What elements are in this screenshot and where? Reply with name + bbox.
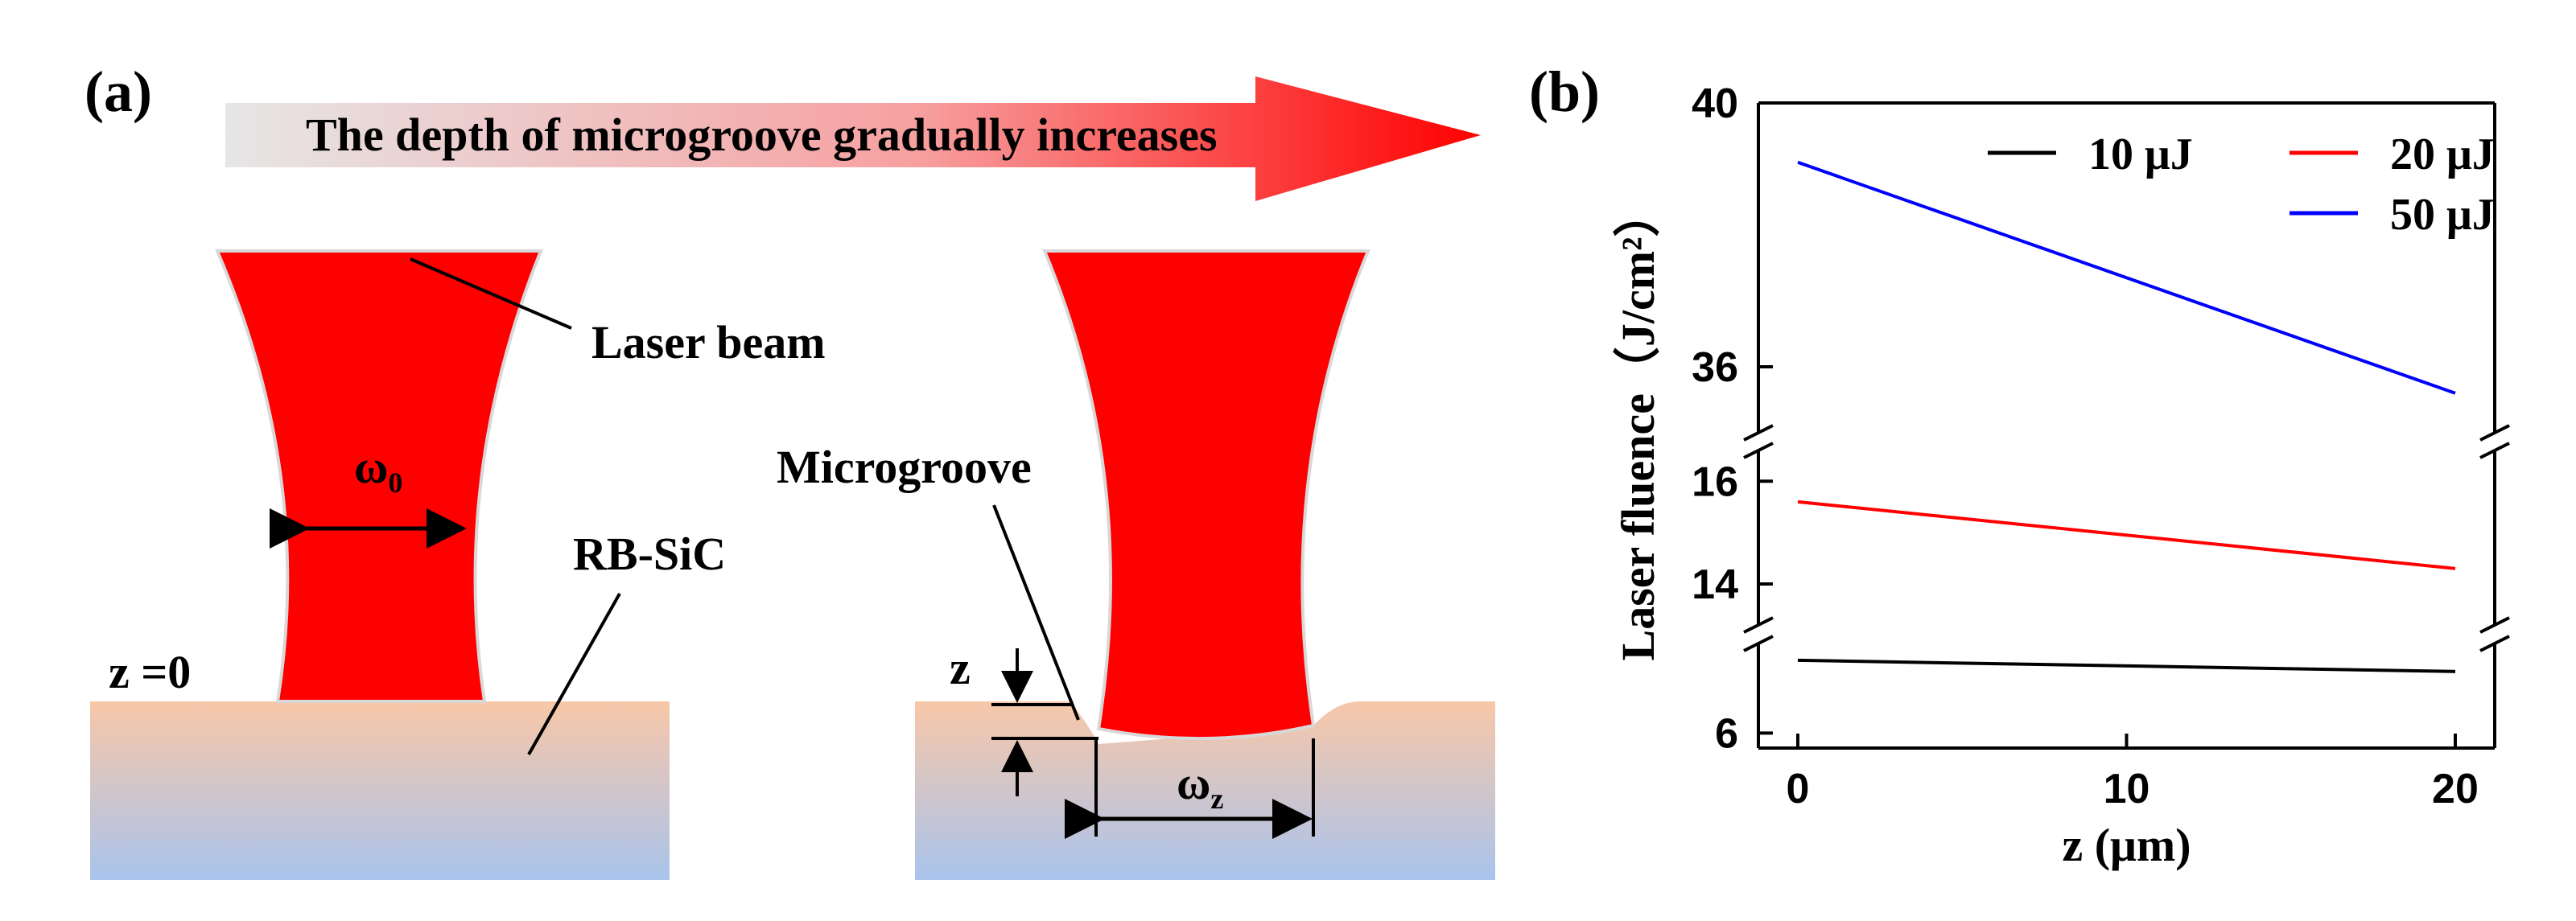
substrate-right <box>915 701 1495 880</box>
y-tick-label: 16 <box>1692 458 1738 505</box>
microgroove-label: Microgroove <box>777 441 1032 493</box>
axis-break-mark <box>2479 616 2510 634</box>
laser-beam-left <box>214 249 543 703</box>
z0-label: z =0 <box>109 646 191 698</box>
axis-break-mark <box>2479 442 2510 459</box>
legend-label: 10 μJ <box>2088 130 2193 179</box>
depth-arrow-text: The depth of microgroove gradually incre… <box>306 109 1218 161</box>
laser-beam-label: Laser beam <box>591 316 826 368</box>
series-line-50μj <box>1797 160 2456 395</box>
y-tick-label: 40 <box>1692 80 1738 127</box>
y-tick-label: 14 <box>1692 561 1738 608</box>
axis-break-mark <box>1743 635 1774 652</box>
fluence-chart: 6 14 16 36 40 0 10 20 z (μm) Laser fluence（J/cm²）… <box>1612 80 2510 871</box>
series-line-20μj <box>1797 500 2456 570</box>
depth-arrow <box>225 76 1481 201</box>
wz-label: ωz <box>1177 757 1223 815</box>
panel-b-label: (b) <box>1529 60 1600 124</box>
panel-a: (a) The depth of microgroove gradually i… <box>84 60 1495 880</box>
waist-label: ω0 <box>354 441 402 499</box>
panel-b: (b) 6 14 16 36 40 0 10 20 z (μm) Laser fluence（J/… <box>1529 60 2510 871</box>
x-tick-label: 20 <box>2432 766 2479 812</box>
panel-a-label: (a) <box>84 60 152 124</box>
x-axis-title: z (μm) <box>2062 819 2191 871</box>
axis-break-mark <box>1743 616 1774 634</box>
substrate-label: RB-SiC <box>573 528 726 580</box>
legend-label: 50 μJ <box>2390 190 2495 240</box>
axis-break-mark <box>2479 635 2510 652</box>
microgroove-leader <box>992 504 1080 721</box>
y-tick-label: 36 <box>1692 344 1738 391</box>
axis-break-mark <box>1743 442 1774 459</box>
x-tick-label: 10 <box>2104 766 2150 812</box>
substrate-leader <box>527 593 621 755</box>
axis-break-mark <box>2479 424 2510 442</box>
laser-beam-leader <box>410 257 572 330</box>
depth-z-label: z <box>950 642 971 694</box>
y-axis-title: Laser fluence（J/cm²） <box>1612 191 1664 661</box>
legend-label: 20 μJ <box>2390 130 2495 179</box>
series-line-10μj <box>1797 658 2456 673</box>
substrate-left <box>90 701 670 880</box>
x-tick-label: 0 <box>1787 766 1810 812</box>
y-tick-label: 6 <box>1715 710 1738 757</box>
axis-break-mark <box>1743 424 1774 442</box>
laser-beam-right <box>1041 249 1370 741</box>
